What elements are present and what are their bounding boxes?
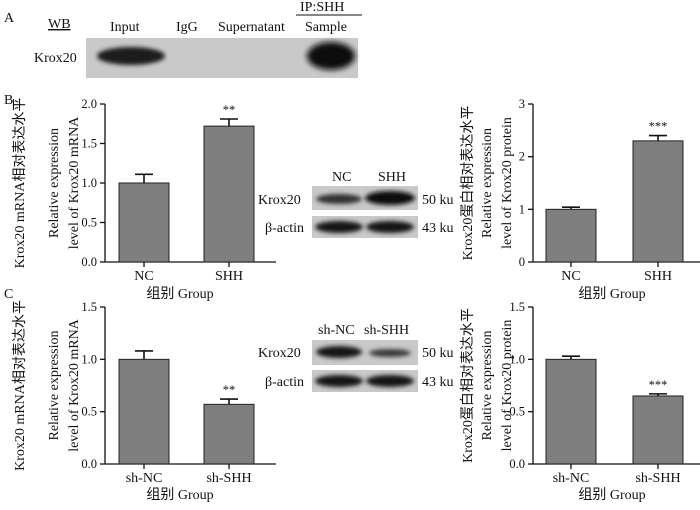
y-axis-title: level of Krox20 mRNA xyxy=(67,116,82,249)
y-tick-label: 1.5 xyxy=(81,300,97,314)
x-axis-title: 组别 Group xyxy=(578,286,645,302)
blot-b-lane-nc: NC xyxy=(332,170,351,185)
blot-b-band-actin-nc xyxy=(315,221,363,233)
y-axis-title: Relative expression xyxy=(47,128,62,238)
y-axis-title: Relative expression xyxy=(480,128,495,238)
blot-b-size-actin: 43 ku xyxy=(422,221,454,236)
bar-sh-nc xyxy=(118,358,170,465)
blot-c-size-actin: 43 ku xyxy=(422,375,454,390)
blot-c-lane-shshh: sh-SHH xyxy=(364,323,409,338)
y-axis-title: level of Krox20 protein xyxy=(500,117,515,249)
blot-c-band-actin-shshh xyxy=(366,375,414,387)
x-tick-label: sh-SHH xyxy=(206,471,251,486)
bar-sh-nc xyxy=(545,358,597,465)
x-axis-title: 组别 Group xyxy=(146,487,213,503)
y-axis-title: Krox20蛋白相对表达水平 xyxy=(460,308,476,463)
blot-a-band-input xyxy=(97,47,165,65)
x-tick-label: SHH xyxy=(215,269,243,284)
blot-c-row-krox20: Krox20 xyxy=(258,346,301,361)
y-tick-label: 0.5 xyxy=(509,405,525,419)
ip-label: IP:SHH xyxy=(300,0,344,15)
y-axis-title: level of Krox20 protein xyxy=(500,320,515,452)
y-tick-label: 0.5 xyxy=(81,216,97,230)
blot-b-band-krox20-shh xyxy=(365,191,415,205)
blot-c: sh-NC sh-SHH Krox20 β-actin 50 ku 43 ku xyxy=(258,323,454,392)
blot-a-row-label: Krox20 xyxy=(34,51,77,66)
y-tick-label: 1.5 xyxy=(509,300,525,314)
blot-b-band-krox20-nc xyxy=(316,194,362,204)
blot-b: NC SHH Krox20 β-actin 50 ku 43 ku xyxy=(258,170,454,238)
x-tick-label: NC xyxy=(134,269,153,284)
blot-b-row-krox20: Krox20 xyxy=(258,193,301,208)
x-tick-label: SHH xyxy=(644,269,672,284)
blot-c-band-krox20-shshh xyxy=(369,349,411,357)
bar-shh xyxy=(203,125,255,263)
blot-c-row-actin: β-actin xyxy=(265,375,304,390)
chart-b-protein: 0 1 2 3 NC *** SHH 组别 Group Krox20蛋白相对表达水平 Relati… xyxy=(460,97,700,302)
y-tick-label: 1.0 xyxy=(81,176,97,190)
blot-b-lane-shh: SHH xyxy=(378,170,406,185)
lane-label-input: Input xyxy=(110,20,140,35)
panel-label-c: C xyxy=(4,287,13,302)
y-tick-label: 0.0 xyxy=(509,457,525,471)
lane-label-supernatant: Supernatant xyxy=(218,20,285,35)
blot-b-size-krox20: 50 ku xyxy=(422,193,454,208)
x-axis-title: 组别 Group xyxy=(146,286,213,302)
blot-c-band-krox20-shnc xyxy=(316,346,362,358)
panel-a: WB IP:SHH Input IgG Supernatant Sample K… xyxy=(34,0,362,78)
lane-label-igg: IgG xyxy=(176,20,198,35)
x-tick-label: sh-NC xyxy=(126,471,163,486)
panel-label-b: B xyxy=(4,93,13,108)
y-tick-label: 1 xyxy=(519,202,525,216)
bar-sh-shh xyxy=(632,395,684,465)
x-tick-label: NC xyxy=(561,269,580,284)
blot-b-band-actin-shh xyxy=(366,221,414,233)
y-tick-label: 3 xyxy=(519,97,525,111)
y-axis-title: Relative expression xyxy=(480,330,495,440)
y-tick-label: 0.0 xyxy=(81,255,97,269)
y-tick-label: 1.5 xyxy=(81,137,97,151)
blot-c-band-actin-shnc xyxy=(315,375,363,387)
significance-mark: *** xyxy=(649,120,668,134)
bar-nc xyxy=(545,208,597,263)
y-tick-label: 0 xyxy=(519,255,525,269)
lane-label-sample: Sample xyxy=(305,20,347,35)
panel-label-a: A xyxy=(4,11,15,26)
x-tick-label: sh-NC xyxy=(553,471,590,486)
significance-mark: ** xyxy=(223,383,236,397)
y-tick-label: 2.0 xyxy=(81,97,97,111)
blot-c-lane-shnc: sh-NC xyxy=(318,323,355,338)
y-tick-label: 1.0 xyxy=(81,352,97,366)
wb-label: WB xyxy=(48,17,71,32)
y-tick-label: 1.0 xyxy=(509,352,525,366)
y-axis-title: Krox20 mRNA相对表达水平 xyxy=(12,300,28,471)
bar-nc xyxy=(118,182,170,263)
y-axis-title: Relative expression xyxy=(47,330,62,440)
y-tick-label: 0.5 xyxy=(81,405,97,419)
y-tick-label: 0.0 xyxy=(81,457,97,471)
y-axis-title: level of Krox20 mRNA xyxy=(67,318,82,451)
significance-mark: ** xyxy=(223,103,236,117)
x-tick-label: sh-SHH xyxy=(635,471,680,486)
x-axis-title: 组别 Group xyxy=(578,487,645,503)
y-axis-title: Krox20 mRNA相对表达水平 xyxy=(12,98,28,269)
significance-mark: *** xyxy=(649,378,668,392)
y-tick-label: 2 xyxy=(519,150,525,164)
bar-shh xyxy=(632,140,684,263)
blot-a-band-sample xyxy=(307,42,355,70)
bar-sh-shh xyxy=(203,403,255,465)
y-axis-title: Krox20蛋白相对表达水平 xyxy=(460,106,476,261)
blot-c-size-krox20: 50 ku xyxy=(422,346,454,361)
blot-b-row-actin: β-actin xyxy=(265,221,304,236)
